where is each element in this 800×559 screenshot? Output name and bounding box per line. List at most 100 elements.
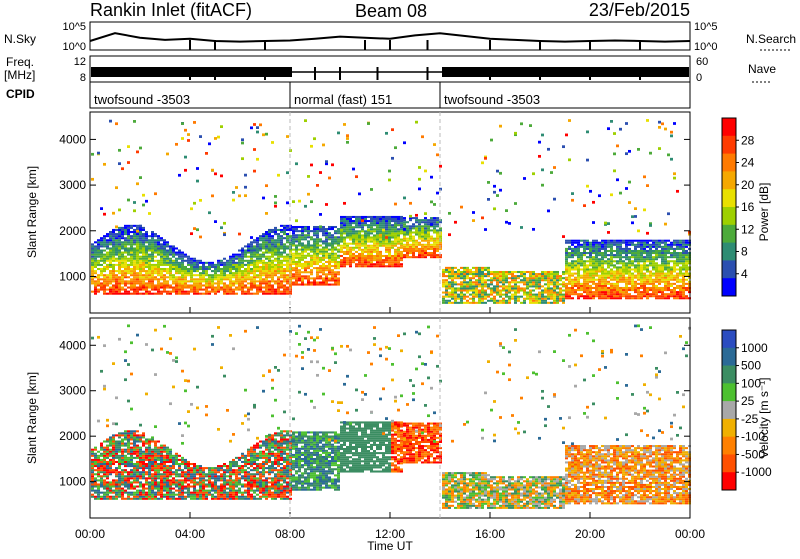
heat-cell-2035 (340, 226, 343, 228)
heat-cell-582 (151, 276, 154, 278)
heat-cell-2499 (400, 232, 403, 234)
heat-cell-4166 (655, 275, 658, 277)
heat-cell-1860 (319, 244, 322, 246)
heat-cell-1066 (226, 278, 229, 280)
heat-cell-2234 (367, 245, 370, 247)
heat-cell-799 (178, 256, 181, 258)
heat-cell-2268 (370, 220, 373, 222)
heat-cell-3361 (562, 145, 565, 148)
heat-cell-1119 (235, 276, 238, 278)
heat-cell-884 (193, 287, 196, 289)
heat-cell-1564 (286, 276, 289, 278)
heat-cell-178 (112, 479, 115, 481)
heat-cell-1104 (232, 266, 235, 268)
heat-cell-2807 (451, 271, 454, 273)
heat-cell-2150 (355, 222, 358, 224)
heat-cell-3439 (571, 199, 574, 202)
heat-cell-1717 (301, 236, 304, 238)
heat-cell-901 (196, 291, 199, 293)
heat-cell-1169 (241, 256, 244, 258)
heat-cell-1639 (292, 236, 295, 238)
heat-cell-2431 (391, 224, 394, 226)
heat-cell-3652 (598, 283, 601, 285)
heat-cell-525 (145, 278, 148, 280)
heat-cell-1080 (229, 282, 232, 284)
heat-cell-4120 (649, 258, 652, 260)
heat-cell-739 (169, 252, 172, 254)
heat-cell-3179 (526, 281, 529, 283)
heat-cell-2870 (463, 267, 466, 269)
heat-cell-3736 (607, 277, 610, 279)
heat-cell-1161 (241, 274, 244, 276)
heat-cell-4066 (643, 260, 646, 262)
heat-cell-1924 (328, 277, 331, 279)
heat-cell-294 (124, 469, 127, 471)
heat-cell-3825 (616, 260, 619, 262)
heat-cell-325 (127, 471, 130, 473)
heat-cell-1233 (250, 258, 253, 260)
heat-cell-2705 (433, 223, 436, 225)
heat-cell-2138 (355, 251, 358, 253)
heat-cell-3793 (613, 275, 616, 277)
heat-cell-3837 (619, 297, 622, 299)
heat-cell-3316 (553, 279, 556, 281)
heat-cell-3857 (619, 250, 622, 252)
heat-cell-289 (121, 231, 124, 233)
heat-cell-3362 (562, 235, 565, 238)
heat-cell-963 (208, 293, 211, 295)
heat-cell-119 (106, 494, 109, 496)
heat-cell-3474 (577, 271, 580, 273)
heat-cell-4238 (664, 293, 667, 295)
heat-cell-559 (148, 268, 151, 270)
heat-cell-3551 (586, 266, 589, 268)
heat-cell-3428 (571, 264, 574, 266)
heat-cell-2196 (361, 226, 364, 228)
heat-cell-3315 (553, 281, 556, 283)
heat-cell-814 (181, 272, 184, 274)
station-title: Rankin Inlet (fitACF) (90, 0, 252, 20)
heat-cell-3856 (619, 252, 622, 254)
heat-cell-2180 (361, 263, 364, 265)
heat-cell-755 (172, 260, 175, 262)
heat-cell-1872 (322, 277, 325, 279)
heat-cell-3000 (490, 300, 493, 302)
heat-cell-1093 (229, 256, 232, 258)
heat-cell-2050 (343, 245, 346, 247)
heat-cell-834 (184, 278, 187, 280)
heat-cell-3345 (559, 283, 562, 285)
heat-cell-3196 (529, 273, 532, 275)
heat-cell-268 (121, 471, 124, 473)
heat-cell-1884 (322, 249, 325, 251)
heat-cell-1546 (283, 252, 286, 254)
heat-cell-3668 (598, 246, 601, 248)
heat-cell-4243 (664, 281, 667, 283)
heat-cell-850 (187, 284, 190, 286)
heat-cell-3669 (598, 244, 601, 246)
heat-cell-957 (205, 272, 208, 274)
heat-cell-2076 (346, 236, 349, 238)
heat-cell-634 (157, 278, 160, 280)
heat-cell-4098 (646, 250, 649, 252)
heat-cell-3255 (541, 273, 544, 275)
heat-cell-2992 (487, 279, 490, 281)
heat-cell-4259 (664, 246, 667, 248)
heat-cell-3458 (574, 248, 577, 250)
heat-cell-2658 (427, 248, 430, 250)
heat-cell-3773 (610, 254, 613, 256)
heat-cell-1993 (334, 232, 337, 234)
heat-cell-2977 (484, 281, 487, 283)
heat-cell-125 (106, 268, 109, 270)
heat-cell-2656 (427, 254, 430, 256)
heat-cell-2783 (448, 283, 451, 285)
heat-cell-2460 (394, 216, 397, 218)
heat-cell-713 (166, 260, 169, 262)
heat-cell-2634 (424, 256, 427, 258)
heat-cell-3971 (634, 291, 637, 293)
heat-cell-247 (118, 449, 121, 451)
heat-cell-309 (124, 430, 127, 432)
heat-cell-3451 (574, 266, 577, 268)
heat-cell-3235 (538, 285, 541, 287)
heat-cell-3105 (511, 298, 514, 300)
heat-cell-306 (124, 262, 127, 264)
heat-cell-4290 (667, 212, 670, 215)
